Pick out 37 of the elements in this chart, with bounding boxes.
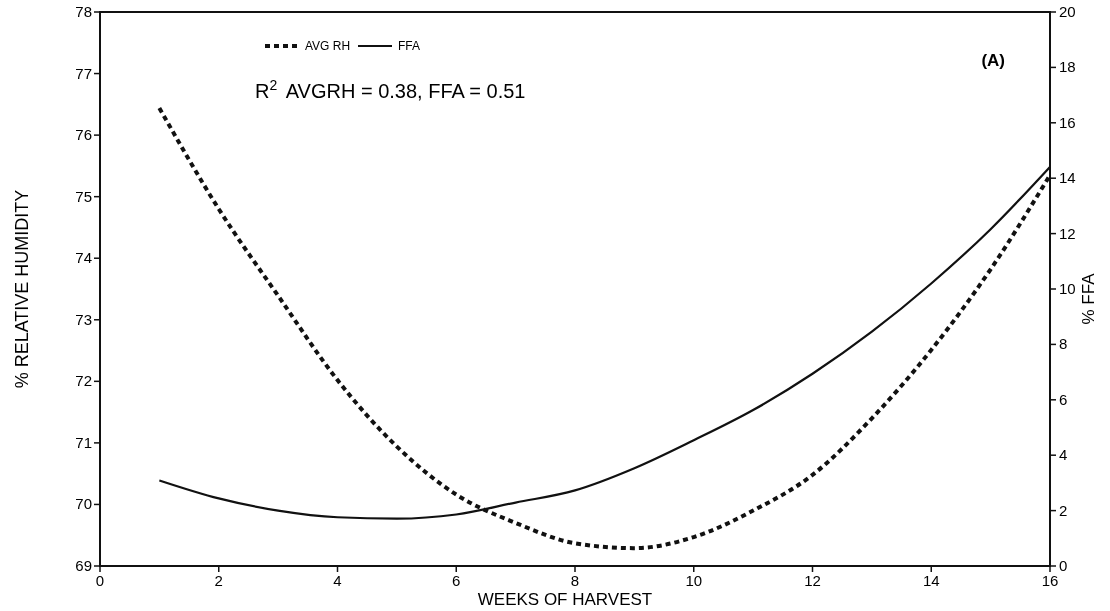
y-tick-label: 73	[75, 310, 92, 328]
y2-tick-label: 2	[1059, 501, 1068, 519]
y-tick-label: 74	[75, 249, 92, 267]
y2-tick-label: 14	[1059, 169, 1076, 187]
annotation: (A)	[981, 51, 1005, 70]
x-tick-label: 14	[922, 572, 940, 589]
y2-tick-label: 20	[1059, 3, 1076, 20]
y2-tick-label: 16	[1059, 113, 1076, 131]
x-tick-label: 2	[214, 572, 223, 589]
y-tick-label: 72	[75, 372, 92, 390]
y2-tick-label: 18	[1059, 58, 1076, 76]
y-tick-label: 77	[75, 64, 92, 82]
x-tick-label: 0	[95, 572, 105, 589]
x-tick-label: 6	[452, 572, 461, 589]
x-axis-title: WEEKS OF HARVEST	[477, 590, 653, 609]
y-axis-title: % RELATIVE HUMIDITY	[12, 189, 32, 389]
y-tick-label: 70	[75, 495, 92, 513]
x-tick-label: 10	[685, 572, 703, 589]
y2-tick-label: 10	[1059, 280, 1076, 297]
legend-label: FFA	[398, 39, 421, 53]
x-tick-label: 8	[570, 572, 580, 589]
y2-tick-label: 8	[1059, 335, 1068, 353]
y2-tick-label: 0	[1059, 557, 1068, 574]
annotation: R$^{2}$ AVGRH = 0.38, FFA = 0.51	[255, 77, 526, 102]
x-tick-label: 12	[804, 572, 821, 589]
y-tick-label: 78	[75, 3, 92, 20]
y2-tick-label: 6	[1059, 390, 1068, 408]
y-tick-label: 76	[75, 126, 92, 144]
y-tick-label: 75	[75, 187, 92, 205]
x-tick-label: 4	[333, 572, 342, 589]
y-tick-label: 69	[75, 557, 92, 574]
x-tick-label: 16	[1041, 572, 1059, 589]
y-tick-label: 71	[75, 433, 92, 451]
y2-tick-label: 4	[1059, 446, 1068, 464]
legend-label: AVG RH	[305, 39, 351, 53]
y2-tick-label: 12	[1059, 224, 1076, 242]
y2-axis-title: % FFA	[1079, 272, 1098, 325]
